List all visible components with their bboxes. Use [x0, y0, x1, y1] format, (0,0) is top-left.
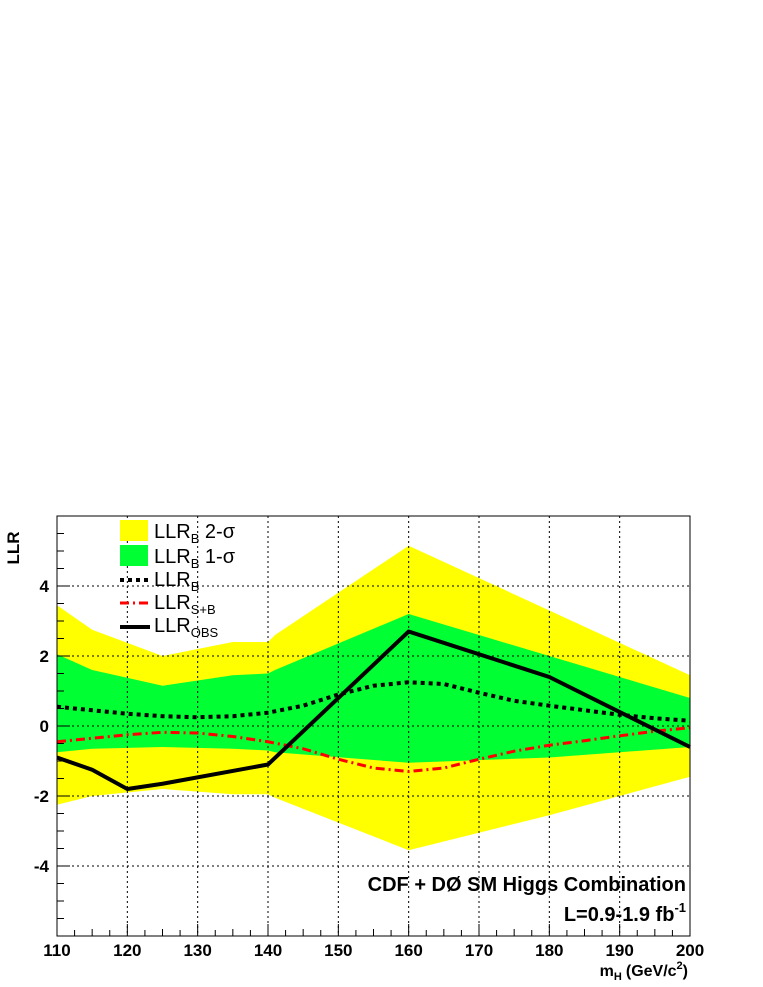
- series-layer: [56, 629, 691, 791]
- legend-label-2sigma: LLRB 2-σ: [154, 521, 236, 546]
- legend-swatch-2sigma: [120, 520, 148, 541]
- grid-layer: [57, 516, 690, 936]
- y-axis-label: LLR: [4, 531, 23, 564]
- x-tick-label-200: 200: [676, 941, 704, 960]
- x-axis-label-main: m: [600, 963, 614, 980]
- annotation-luminosity: L=0.9-1.9 fb-1: [564, 900, 686, 926]
- legend-swatch-1sigma: [120, 545, 148, 566]
- annotation-combination: CDF + DØ SM Higgs Combination: [368, 874, 686, 896]
- x-axis-label: mH (GeV/c2): [600, 960, 688, 983]
- legend: LLRB 2-σ LLRB 1-σ LLRB LLRS+B LLROBS: [120, 520, 236, 640]
- y-tick-label--4: -4: [34, 857, 50, 876]
- y-tick-label--2: -2: [34, 787, 49, 806]
- series-line-b: [56, 680, 691, 723]
- legend-label-llr-sb: LLRS+B: [154, 592, 216, 617]
- x-tick-label-120: 120: [113, 941, 141, 960]
- x-tick-label-170: 170: [465, 941, 493, 960]
- legend-label-llr-b: LLRB: [154, 569, 199, 594]
- x-tick-label-150: 150: [324, 941, 352, 960]
- ticks-layer: [56, 533, 691, 936]
- x-tick-label-110: 110: [43, 941, 70, 960]
- y-tick-label-0: 0: [40, 717, 49, 736]
- legend-label-1sigma: LLRB 1-σ: [154, 546, 236, 571]
- x-tick-label-130: 130: [183, 941, 211, 960]
- x-axis-label-unit-close: ): [683, 963, 688, 980]
- series-line-s-b: [56, 726, 691, 773]
- y-tick-label-4: 4: [40, 577, 50, 596]
- x-axis-label-unit: (GeV/c: [626, 963, 677, 980]
- series-line-obs: [56, 629, 691, 791]
- x-tick-label-180: 180: [535, 941, 563, 960]
- legend-label-llr-obs: LLROBS: [154, 615, 218, 640]
- x-tick-label-190: 190: [605, 941, 633, 960]
- y-tick-label-2: 2: [40, 647, 49, 666]
- x-tick-label-140: 140: [254, 941, 282, 960]
- tick-labels-layer: 110 120 130 140 150 160 170 180 190 200 -4 -2 0 2 4: [34, 577, 704, 960]
- band-1sigma: [57, 614, 690, 763]
- x-axis-label-sub: H: [614, 971, 622, 983]
- x-axis-label-unit-sup: 2: [677, 960, 683, 972]
- x-tick-label-160: 160: [394, 941, 422, 960]
